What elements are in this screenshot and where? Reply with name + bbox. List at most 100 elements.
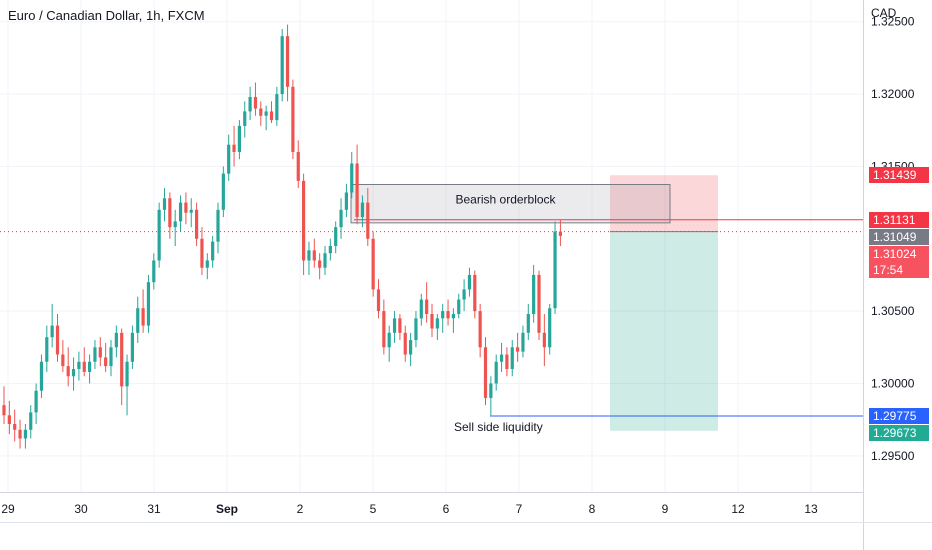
price-label: 1.31049 [869, 229, 929, 245]
candle-body [18, 429, 22, 439]
candle-body [7, 415, 11, 424]
candle-body [157, 209, 161, 261]
candle-body [489, 383, 493, 398]
candle-body [542, 332, 546, 348]
candle-body [339, 209, 343, 228]
candle-body [13, 423, 17, 430]
price-label: 1.31131 [869, 212, 929, 228]
candle-body [259, 108, 263, 116]
candle-body [146, 282, 151, 326]
x-tick-label: 9 [662, 502, 669, 516]
currency-label: CAD [871, 6, 897, 20]
candle-body [195, 209, 199, 239]
candle-body [382, 311, 386, 348]
candle-body [285, 36, 290, 87]
candle-body [232, 144, 236, 152]
candle-body [328, 246, 332, 254]
candle-body [264, 111, 268, 116]
candle-body [34, 390, 38, 413]
candle-body [216, 209, 220, 242]
candle-body [462, 289, 466, 300]
candle-body [505, 354, 509, 369]
x-tick-label: 31 [147, 502, 161, 516]
price-label: 1.29775 [869, 408, 929, 424]
candle-body [243, 111, 247, 126]
candle-body [446, 311, 450, 319]
candle-body [419, 299, 423, 319]
candle-body [66, 366, 70, 377]
candle-body [344, 192, 348, 210]
candle-body [409, 340, 413, 355]
y-tick-label: 1.30000 [871, 376, 915, 390]
candle-body [55, 325, 60, 355]
candle-body [499, 354, 504, 362]
x-tick-label: 30 [74, 502, 88, 516]
candle-body [510, 347, 514, 369]
x-tick-label: 12 [731, 502, 745, 516]
x-tick-label: 29 [1, 502, 15, 516]
candle-body [537, 274, 541, 333]
price-label: 1.29673 [869, 425, 929, 441]
candle-body [189, 209, 193, 213]
candle-body [483, 347, 488, 398]
candle-body [558, 231, 562, 236]
y-tick-label: 1.30500 [871, 304, 915, 318]
candle-body [23, 429, 27, 439]
candle-body [350, 163, 354, 193]
candle-body [162, 198, 167, 210]
x-tick-label: 7 [516, 502, 523, 516]
candle-body [98, 347, 102, 358]
candle-body [553, 231, 557, 309]
candle-body [387, 332, 391, 348]
x-tick-label: Sep [216, 502, 238, 516]
x-tick-label: 2 [297, 502, 304, 516]
candle-body [441, 311, 445, 319]
candle-body [280, 36, 284, 95]
y-tick-label: 1.29500 [871, 449, 915, 463]
candle-body [136, 308, 140, 333]
candle-body [104, 357, 108, 367]
sell-side-liquidity-label: Sell side liquidity [454, 420, 543, 434]
candle-body [227, 144, 231, 174]
countdown-label: 17:54 [869, 262, 929, 278]
candle-body [425, 299, 429, 315]
candle-body [371, 238, 375, 290]
candle-body [61, 354, 65, 367]
candle-body [318, 260, 322, 268]
candle-body [291, 86, 295, 152]
profit-zone [610, 231, 718, 431]
candle-body [414, 318, 418, 341]
candle-body [334, 227, 338, 246]
candle-body [355, 163, 359, 218]
y-tick-label: 1.32000 [871, 87, 915, 101]
candle-body [473, 274, 477, 312]
candle-body [205, 260, 209, 268]
candle-body [50, 325, 54, 338]
candle-body [312, 250, 316, 261]
candle-body [302, 180, 306, 261]
candle-body [366, 202, 370, 239]
orderblock-label: Bearish orderblock [456, 193, 557, 207]
candle-body [516, 347, 520, 352]
candle-body [71, 369, 76, 377]
price-label: 1.31439 [869, 167, 929, 183]
candle-body [467, 274, 472, 290]
candle-body [392, 318, 397, 333]
x-tick-label: 13 [804, 502, 818, 516]
candle-body [494, 361, 498, 384]
candle-body [109, 347, 113, 367]
candle-body [296, 151, 300, 181]
candle-body [521, 332, 525, 352]
orderblock-box [350, 184, 671, 224]
y-tick-label: 1.32500 [871, 15, 915, 29]
candle-body [269, 111, 274, 121]
candle-body [125, 361, 129, 387]
candle-body [39, 361, 44, 391]
x-tick-label: 8 [589, 502, 596, 516]
candle-body [323, 253, 327, 268]
candle-body [532, 274, 536, 315]
x-tick-label: 6 [443, 502, 450, 516]
candle-body [237, 125, 241, 152]
candle-body [178, 202, 183, 222]
